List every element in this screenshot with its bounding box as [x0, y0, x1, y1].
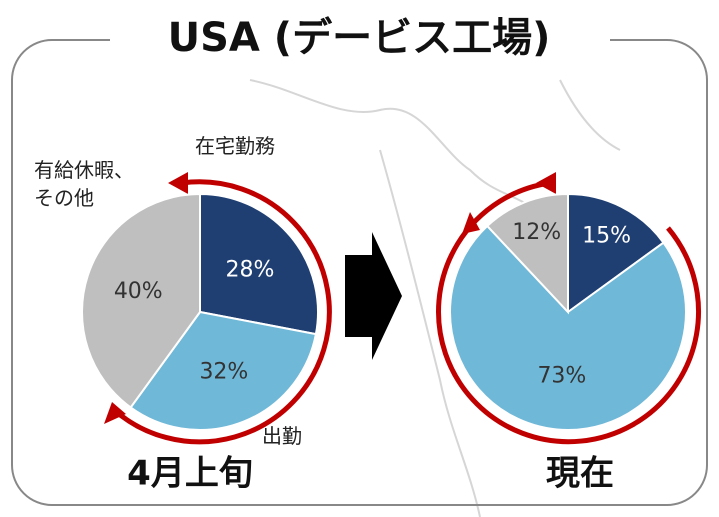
- title-background: [110, 10, 610, 70]
- pie-slice: [485, 192, 569, 315]
- pie-slice: [129, 310, 318, 431]
- arrow: [345, 232, 402, 360]
- category-label: 出勤: [262, 424, 302, 448]
- pie-title: 現在: [546, 454, 614, 494]
- value-label: 32%: [199, 359, 248, 384]
- pie-slice: [567, 192, 665, 314]
- value-label: 40%: [114, 279, 163, 304]
- value-label: 12%: [512, 220, 561, 245]
- value-label: 73%: [537, 364, 586, 389]
- ring-arrow: [104, 172, 701, 445]
- category-label: 有給休暇、その他: [34, 158, 134, 210]
- pie-slice: [81, 192, 201, 409]
- value-label: 28%: [226, 258, 275, 283]
- value-label: 15%: [582, 223, 631, 248]
- title: USA (デービス工場): [168, 15, 551, 61]
- category-label: 在宅勤務: [195, 134, 275, 158]
- pie-slice: [449, 224, 687, 431]
- pie-slice: [199, 192, 319, 336]
- pie-title: 4月上旬: [127, 454, 253, 494]
